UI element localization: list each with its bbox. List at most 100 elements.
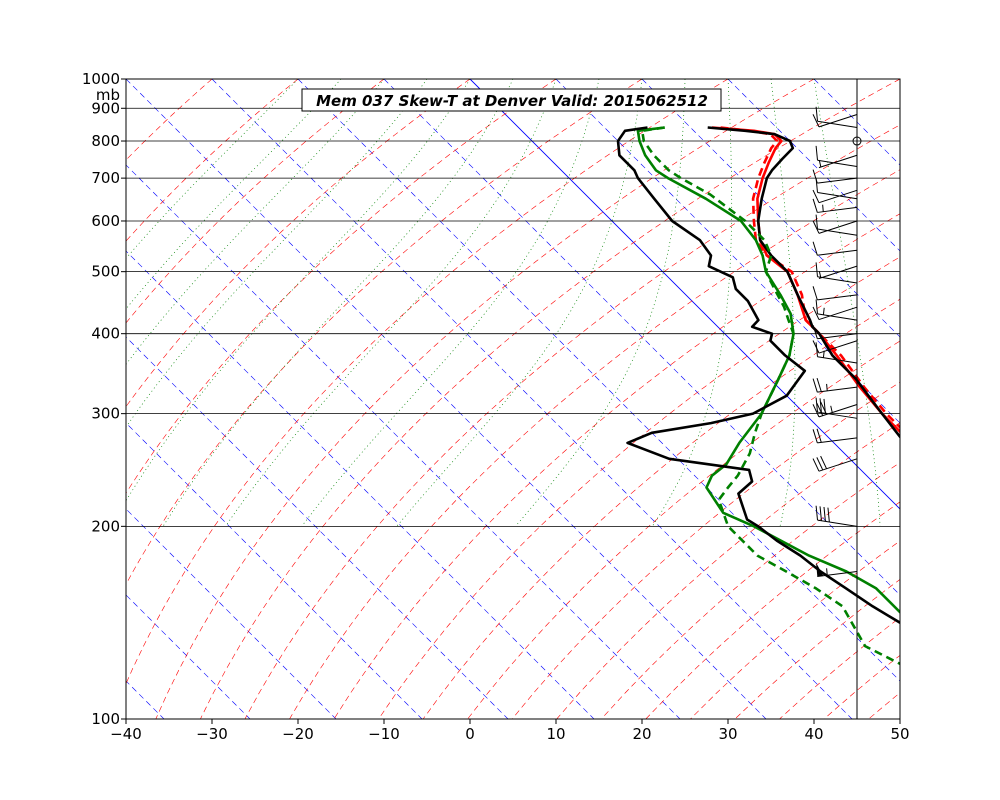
barb-full-flag <box>815 299 818 314</box>
wind-barb <box>815 214 858 236</box>
wind-barb <box>815 505 858 527</box>
wind-barb <box>812 169 858 184</box>
dry-adiabat-line <box>422 298 900 719</box>
dry-adiabat-line <box>378 256 900 719</box>
barb-full-flag <box>823 506 826 522</box>
pressure-tick-label: 500 <box>91 263 120 281</box>
chart-title-text: Mem 037 Skew-T at Denver Valid: 20150625… <box>316 92 708 110</box>
temperature-dashed-profile <box>720 126 900 430</box>
barb-shaft <box>817 249 858 256</box>
isotherm-line <box>126 164 681 719</box>
barb-full-flag <box>815 145 818 161</box>
temperature-tick-label: 20 <box>632 725 651 743</box>
pressure-tick-label: 700 <box>91 169 120 187</box>
pressure-tick-label: 600 <box>91 212 120 230</box>
barb-full-flag <box>812 458 820 472</box>
barb-full-flag <box>815 262 818 277</box>
temperature-tick-label: −40 <box>110 725 142 743</box>
isotherm-line <box>297 79 900 682</box>
isotherm-line <box>126 508 337 719</box>
wind-barb <box>818 154 858 169</box>
barb-shaft <box>817 177 858 184</box>
wind-barb <box>815 262 858 284</box>
barb-shaft <box>818 265 858 279</box>
barb-shaft <box>817 276 858 284</box>
isotherm-line <box>813 79 900 166</box>
isotherm-line <box>0 79 78 719</box>
dry-adiabat-line <box>126 79 729 685</box>
temperature-tick-label: 40 <box>804 725 823 743</box>
barb-full-flag <box>815 214 818 230</box>
isotherm-line <box>126 422 423 719</box>
reference-lines <box>0 79 1000 719</box>
barb-half-flag <box>822 307 825 315</box>
wind-barb <box>812 428 858 444</box>
wind-barb <box>812 198 858 213</box>
isotherm-line <box>126 594 251 719</box>
wind-barb <box>816 562 858 578</box>
x-axis-ticks: −40 −30 −20 −10 0 10 20 30 40 50 <box>110 719 910 743</box>
wind-barb <box>815 106 858 128</box>
barb-full-flag <box>812 220 820 234</box>
temperature-tick-label: −30 <box>196 725 228 743</box>
barb-shaft <box>818 458 858 472</box>
isotherm-line <box>899 79 900 80</box>
pressure-tick-label: 200 <box>91 517 120 535</box>
barb-half-flag <box>826 383 828 391</box>
plot-frame <box>125 78 901 720</box>
barb-full-flag <box>812 306 820 320</box>
barb-full-flag <box>812 114 820 128</box>
barb-full-flag <box>820 401 828 415</box>
barb-full-flag <box>816 377 822 392</box>
moist-adiabat-line <box>770 79 796 527</box>
dry-adiabat-line <box>244 124 900 719</box>
moist-adiabat-line <box>126 79 342 310</box>
barb-shaft <box>817 191 858 200</box>
pressure-unit-label: mb <box>96 86 120 104</box>
dry-adiabat-line <box>333 213 900 719</box>
barb-full-flag <box>812 169 818 184</box>
wind-barb <box>818 265 858 279</box>
barb-full-flag <box>815 106 818 122</box>
isotherm-line <box>555 79 900 424</box>
pressure-tick-label: 1000 <box>82 70 120 88</box>
moist-adiabat-line <box>126 79 428 428</box>
barb-half-flag <box>818 160 822 168</box>
isotherm-line <box>727 79 900 252</box>
barb-shaft <box>817 437 858 444</box>
dry-adiabat-line <box>126 79 557 494</box>
barb-full-flag <box>816 428 822 443</box>
moist-adiabat-line <box>162 79 514 527</box>
temperature-tick-label: −10 <box>368 725 400 743</box>
barb-shaft <box>818 306 858 321</box>
temperature-tick-label: 50 <box>890 725 909 743</box>
barb-full-flag <box>812 241 818 256</box>
barb-full-flag <box>812 378 818 393</box>
barb-full-flag <box>812 286 818 300</box>
barb-shaft <box>817 386 858 393</box>
dry-adiabat-line <box>126 79 299 242</box>
barb-full-flag <box>812 404 820 418</box>
barb-shaft <box>817 313 858 321</box>
barb-full-flag <box>816 402 824 416</box>
dry-adiabat-line <box>155 79 815 719</box>
chart-title-box <box>301 88 722 112</box>
barb-half-flag <box>826 568 828 576</box>
dry-adiabat-line <box>823 654 900 719</box>
barb-full-flag <box>812 429 818 443</box>
temperature-tick-label: 10 <box>546 725 565 743</box>
barb-shaft <box>818 154 858 169</box>
isotherm-line <box>986 79 1000 719</box>
pressure-tick-label: 300 <box>91 405 120 423</box>
moist-adiabat-line <box>126 79 299 259</box>
barb-shaft <box>817 333 858 340</box>
wind-barb <box>812 401 858 418</box>
moist-adiabat-line <box>301 79 600 527</box>
barb-shaft <box>818 114 858 128</box>
barb-shaft <box>818 404 858 418</box>
isotherm-line <box>641 79 900 338</box>
wind-barb <box>812 325 858 340</box>
dewpoint-profile <box>636 126 900 615</box>
barb-shaft <box>817 411 858 419</box>
